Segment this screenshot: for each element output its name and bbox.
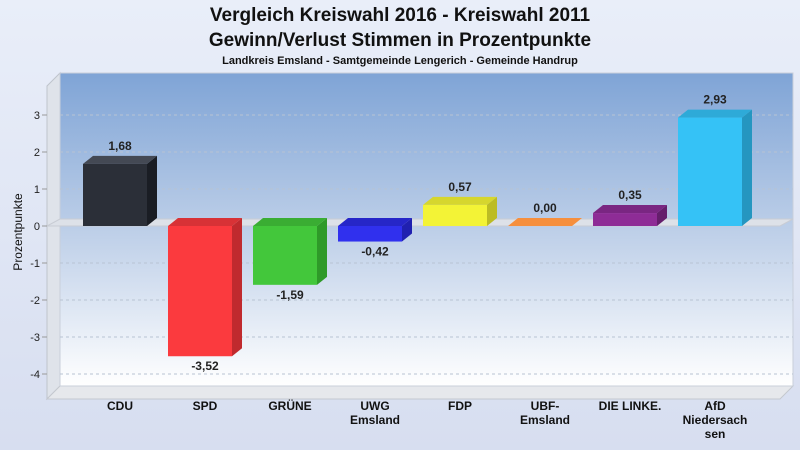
bar-face <box>593 213 657 226</box>
y-axis-label: Prozentpunkte <box>11 193 25 271</box>
x-tick-label: AfD <box>704 399 726 413</box>
bar-top <box>168 218 242 226</box>
y-tick-label: 3 <box>34 110 40 122</box>
x-tick-label: UWG <box>360 399 389 413</box>
bar-face <box>253 226 317 285</box>
bar-side <box>487 196 497 226</box>
data-label: -1,59 <box>276 288 304 302</box>
bar-3 <box>338 218 412 242</box>
data-label: -0,42 <box>361 245 389 259</box>
bar-face <box>338 226 402 242</box>
bar-top <box>593 205 667 214</box>
bar-top <box>423 196 497 205</box>
data-label: 1,68 <box>108 139 132 153</box>
bar-top <box>83 155 157 164</box>
x-tick-label: UBF- <box>531 399 560 413</box>
y-tick-label: -2 <box>30 295 40 307</box>
bar-side <box>232 218 242 357</box>
bar-0 <box>83 155 157 226</box>
data-label: 0,35 <box>618 188 642 202</box>
bar-6 <box>593 205 667 226</box>
plot-left-wall <box>46 71 61 401</box>
bar-7 <box>678 109 752 226</box>
bar-top <box>338 218 412 226</box>
bar-2 <box>253 218 327 285</box>
bar-side <box>147 155 157 226</box>
bar-face <box>423 204 487 226</box>
x-tick-label: sen <box>705 427 726 441</box>
y-tick-label: -3 <box>30 332 40 344</box>
bar-1 <box>168 218 242 357</box>
x-tick-label: CDU <box>107 399 133 413</box>
data-label: 0,57 <box>448 180 472 194</box>
bar-top <box>678 109 752 118</box>
x-tick-label: FDP <box>448 399 472 413</box>
x-tick-label: DIE LINKE. <box>599 399 662 413</box>
bar-flat <box>508 218 582 226</box>
bar-side <box>657 205 667 226</box>
bar-face <box>83 163 147 226</box>
x-tick-label: Emsland <box>350 413 400 427</box>
plot-floor <box>45 385 795 400</box>
bar-4 <box>423 196 497 226</box>
chart-title: Vergleich Kreiswahl 2016 - Kreiswahl 201… <box>209 5 591 26</box>
bar-face <box>168 226 232 357</box>
x-tick-label: SPD <box>193 399 218 413</box>
chart-caption: Landkreis Emsland - Samtgemeinde Lengeri… <box>222 55 578 67</box>
bar-5 <box>508 218 582 226</box>
y-tick-label: -4 <box>30 369 40 381</box>
data-label: 2,93 <box>703 93 727 107</box>
bar-side <box>742 109 752 226</box>
x-tick-label: Emsland <box>520 413 570 427</box>
bar-side <box>317 218 327 285</box>
data-label: -3,52 <box>191 359 219 373</box>
y-tick-label: 1 <box>34 184 40 196</box>
y-tick-label: 2 <box>34 147 40 159</box>
x-tick-label: Niedersach <box>683 413 748 427</box>
bar-top <box>253 218 327 226</box>
bar-side <box>402 218 412 242</box>
data-label: 0,00 <box>533 201 557 215</box>
y-tick-label: 0 <box>34 221 40 233</box>
x-tick-label: GRÜNE <box>268 398 311 413</box>
chart-subtitle: Gewinn/Verlust Stimmen in Prozentpunkte <box>208 30 592 51</box>
y-tick-label: -1 <box>30 258 40 270</box>
bar-face <box>678 117 742 226</box>
